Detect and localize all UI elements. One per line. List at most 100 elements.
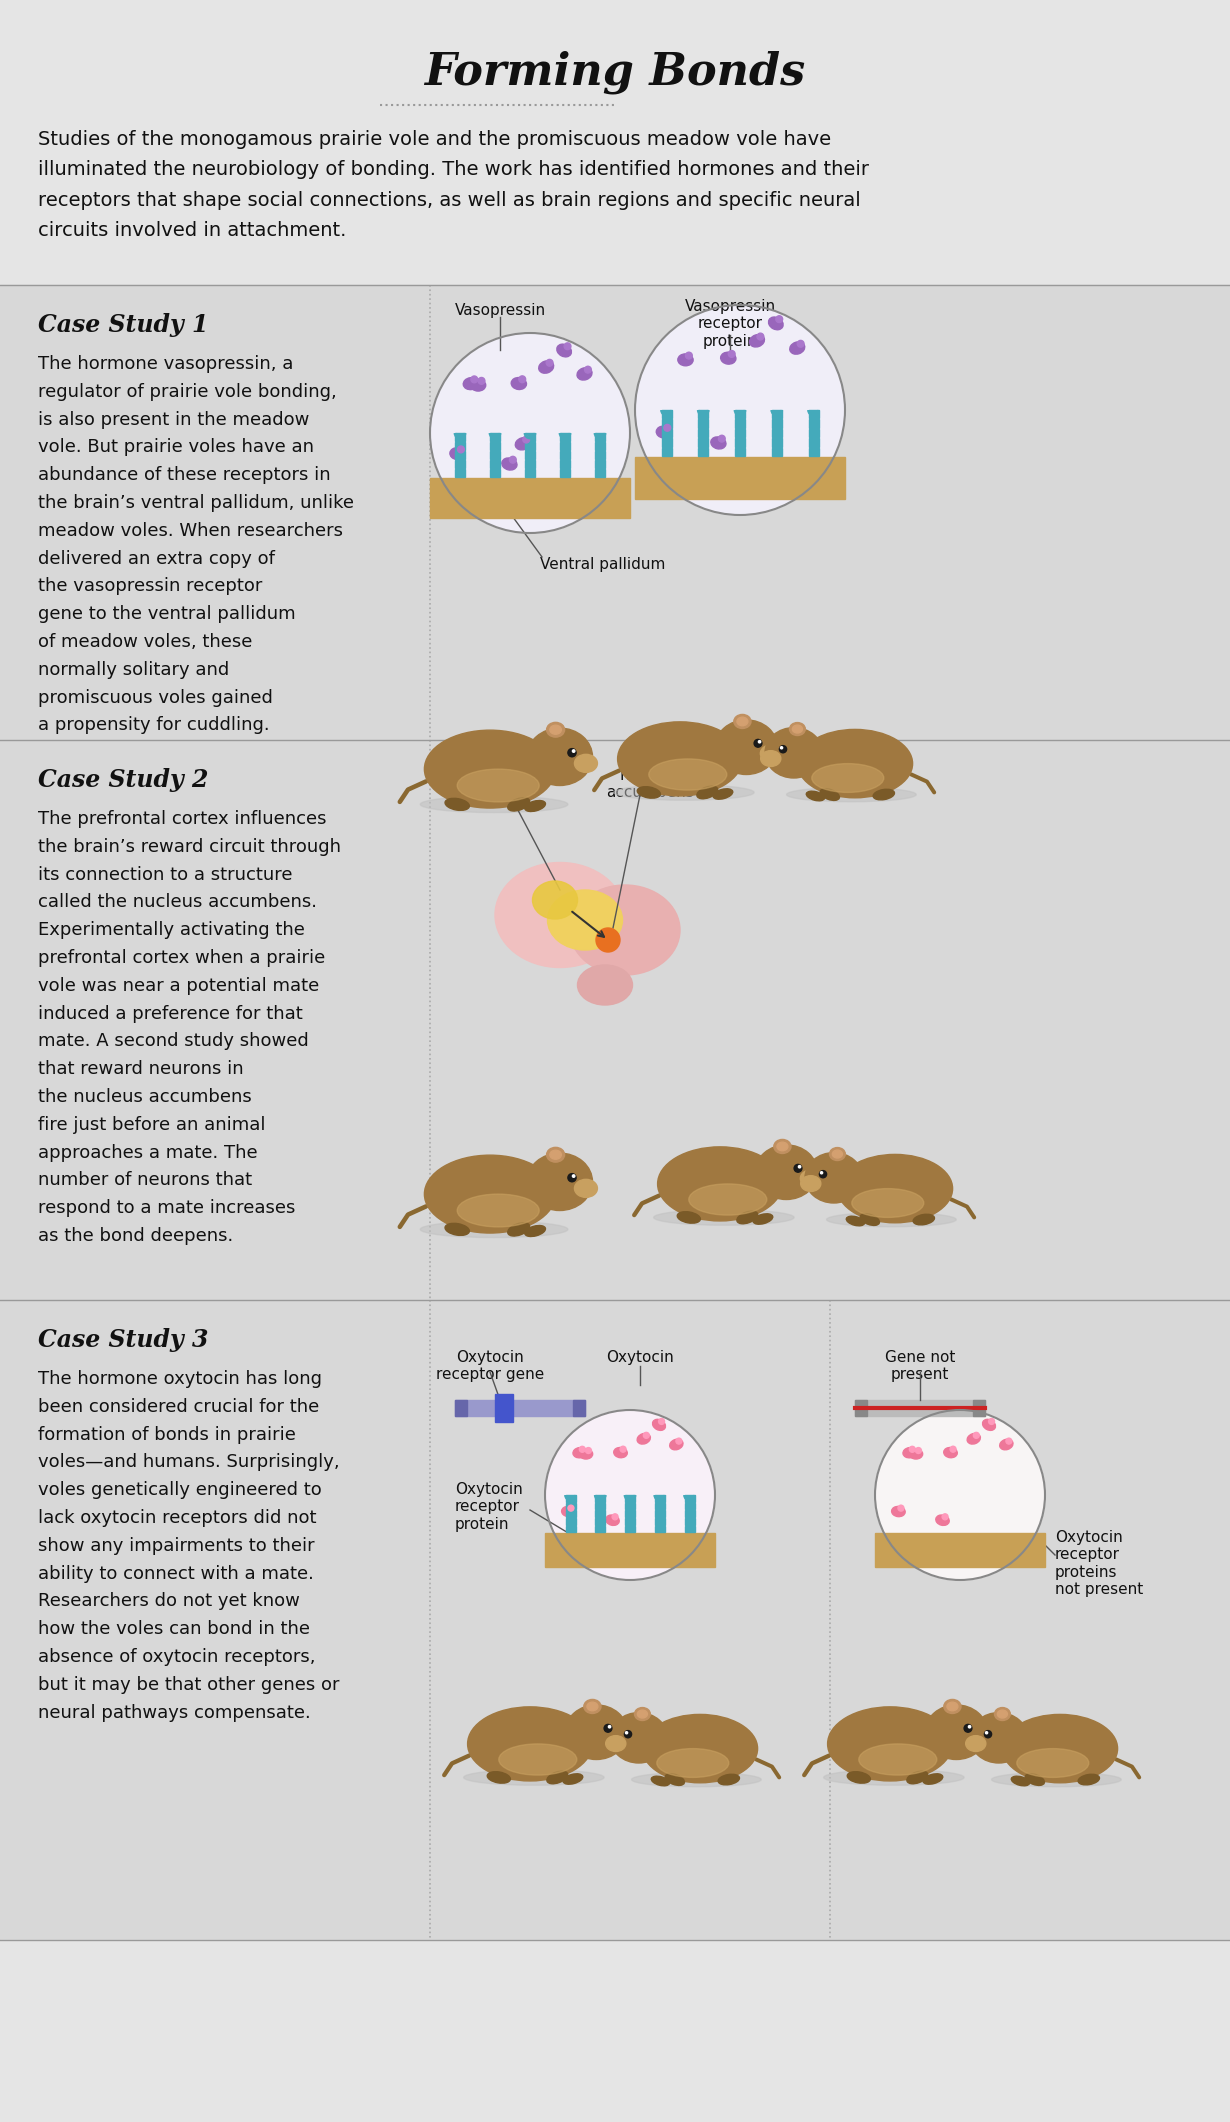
Ellipse shape (777, 1142, 788, 1150)
Ellipse shape (1000, 1439, 1014, 1449)
Ellipse shape (467, 1706, 593, 1780)
Ellipse shape (499, 1744, 577, 1776)
Ellipse shape (539, 361, 554, 373)
Ellipse shape (525, 800, 545, 811)
Text: The hormone oxytocin has long
been considered crucial for the
formation of bonds: The hormone oxytocin has long been consi… (38, 1371, 339, 1721)
Text: Ventral pallidum: Ventral pallidum (540, 556, 665, 573)
Ellipse shape (755, 1146, 818, 1199)
Ellipse shape (614, 1447, 627, 1458)
Ellipse shape (847, 1772, 871, 1782)
Bar (0, 1301, 1230, 1940)
Ellipse shape (515, 437, 530, 450)
Bar (736, 448, 745, 456)
Circle shape (597, 927, 620, 953)
Ellipse shape (790, 342, 804, 354)
Ellipse shape (557, 344, 572, 356)
Ellipse shape (502, 458, 517, 471)
Circle shape (795, 1165, 802, 1171)
Circle shape (635, 306, 845, 516)
Bar (855, 1401, 867, 1415)
Bar (0, 284, 1230, 741)
Ellipse shape (873, 789, 894, 800)
Circle shape (430, 333, 630, 533)
Circle shape (568, 1173, 576, 1182)
Circle shape (985, 1732, 988, 1734)
Bar (685, 1496, 695, 1502)
Bar (808, 448, 818, 456)
Ellipse shape (657, 1749, 729, 1778)
Ellipse shape (715, 719, 777, 775)
Circle shape (545, 1409, 715, 1581)
Ellipse shape (533, 881, 578, 919)
Circle shape (565, 344, 571, 350)
Circle shape (984, 1732, 991, 1738)
Bar (455, 1401, 585, 1415)
Circle shape (780, 745, 787, 753)
Bar (685, 1502, 695, 1509)
Ellipse shape (812, 764, 884, 792)
Circle shape (519, 376, 525, 382)
Bar (560, 441, 569, 450)
Ellipse shape (635, 1708, 651, 1721)
Text: The prefrontal cortex influences
the brain’s reward circuit through
its connecti: The prefrontal cortex influences the bra… (38, 811, 341, 1246)
Ellipse shape (713, 789, 733, 800)
Bar (699, 410, 708, 418)
Ellipse shape (829, 1148, 845, 1161)
Ellipse shape (578, 966, 632, 1006)
Ellipse shape (637, 1432, 651, 1445)
Circle shape (658, 1417, 664, 1424)
Ellipse shape (860, 1214, 879, 1224)
Text: Forming Bonds: Forming Bonds (424, 51, 806, 93)
Text: The hormone vasopressin, a
regulator of prairie vole bonding,
is also present in: The hormone vasopressin, a regulator of … (38, 354, 354, 734)
Ellipse shape (610, 1712, 668, 1763)
Ellipse shape (737, 717, 748, 726)
Bar (560, 452, 569, 458)
Ellipse shape (943, 1447, 957, 1458)
Bar (699, 429, 708, 437)
Bar (595, 1517, 605, 1524)
Bar (545, 1534, 715, 1568)
Circle shape (820, 1171, 823, 1173)
Ellipse shape (508, 1222, 530, 1235)
Bar (699, 439, 708, 448)
Bar (973, 1401, 985, 1415)
Ellipse shape (922, 1774, 942, 1785)
Circle shape (754, 738, 761, 747)
Ellipse shape (913, 1214, 935, 1224)
Circle shape (942, 1513, 948, 1519)
Bar (595, 433, 605, 441)
Ellipse shape (569, 885, 680, 974)
Circle shape (523, 437, 530, 443)
Bar (771, 439, 782, 448)
Ellipse shape (653, 1210, 795, 1224)
Circle shape (572, 749, 574, 753)
Circle shape (819, 1171, 827, 1178)
Ellipse shape (966, 1736, 985, 1751)
Ellipse shape (792, 726, 802, 732)
Bar (573, 1401, 585, 1415)
Text: Oxytocin
receptor
proteins
not present: Oxytocin receptor proteins not present (1055, 1530, 1143, 1598)
Ellipse shape (605, 1736, 626, 1751)
Circle shape (756, 333, 764, 340)
Ellipse shape (734, 715, 752, 728)
Bar (654, 1502, 664, 1509)
Text: Case Study 3: Case Study 3 (38, 1328, 209, 1352)
Bar (494, 1394, 513, 1422)
Bar (654, 1511, 664, 1517)
Circle shape (781, 747, 782, 749)
Bar (455, 469, 465, 477)
Circle shape (898, 1504, 904, 1511)
Ellipse shape (657, 427, 672, 437)
Bar (595, 1526, 605, 1532)
Bar (566, 1511, 576, 1517)
Ellipse shape (637, 787, 661, 798)
Circle shape (458, 446, 465, 452)
Bar (560, 460, 569, 469)
Ellipse shape (487, 1772, 510, 1782)
Text: Studies of the monogamous prairie vole and the promiscuous meadow vole have
illu: Studies of the monogamous prairie vole a… (38, 129, 870, 240)
Ellipse shape (970, 1729, 993, 1746)
Ellipse shape (1002, 1715, 1118, 1782)
Ellipse shape (587, 1702, 598, 1710)
Bar (560, 433, 569, 441)
Circle shape (579, 1447, 585, 1451)
